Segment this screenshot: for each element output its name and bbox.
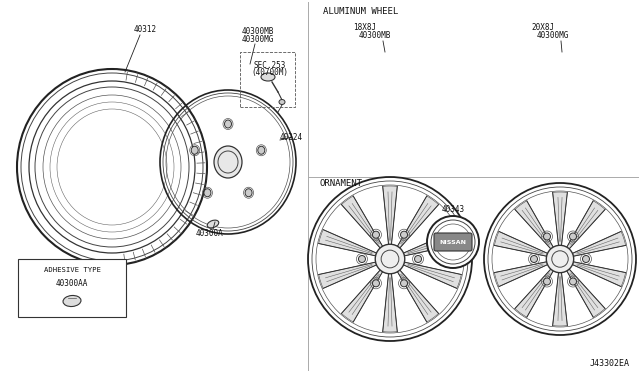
Text: ORNAMENT: ORNAMENT [320, 180, 363, 189]
FancyBboxPatch shape [18, 259, 126, 317]
Ellipse shape [191, 146, 198, 154]
Circle shape [358, 256, 365, 263]
FancyBboxPatch shape [434, 233, 472, 251]
Polygon shape [567, 269, 605, 317]
Circle shape [582, 256, 589, 263]
Text: 40300A: 40300A [196, 230, 224, 238]
Polygon shape [397, 196, 438, 248]
Circle shape [570, 278, 577, 285]
Polygon shape [553, 192, 567, 246]
Text: ADHESIVE TYPE: ADHESIVE TYPE [44, 267, 100, 273]
Text: 20X8J: 20X8J [531, 23, 555, 32]
Polygon shape [341, 196, 383, 248]
Polygon shape [572, 231, 626, 256]
Text: NISSAN: NISSAN [440, 240, 467, 244]
Polygon shape [383, 186, 397, 244]
Ellipse shape [204, 189, 211, 197]
Circle shape [570, 233, 577, 240]
Text: 40300MG: 40300MG [537, 32, 569, 41]
Polygon shape [341, 270, 383, 322]
Ellipse shape [261, 73, 275, 81]
Polygon shape [383, 274, 397, 332]
Polygon shape [515, 269, 553, 317]
Text: 18X8J: 18X8J [353, 23, 376, 32]
Text: 40300MB: 40300MB [242, 28, 274, 36]
Circle shape [372, 280, 380, 287]
Polygon shape [567, 201, 605, 249]
Ellipse shape [245, 189, 252, 197]
Circle shape [531, 256, 538, 263]
Text: J43302EA: J43302EA [590, 359, 630, 369]
Circle shape [427, 216, 479, 268]
Polygon shape [403, 262, 461, 288]
Circle shape [543, 278, 550, 285]
Polygon shape [494, 262, 548, 286]
Text: 40312: 40312 [133, 26, 157, 35]
Ellipse shape [225, 120, 232, 128]
Circle shape [415, 256, 422, 263]
Ellipse shape [258, 146, 265, 154]
Ellipse shape [214, 146, 242, 178]
Text: (40700M): (40700M) [252, 67, 289, 77]
Text: SEC.253: SEC.253 [254, 61, 286, 70]
Polygon shape [319, 230, 376, 256]
Circle shape [547, 245, 573, 273]
Circle shape [375, 244, 404, 274]
Polygon shape [572, 262, 626, 286]
Ellipse shape [207, 220, 219, 228]
Polygon shape [553, 273, 567, 326]
Ellipse shape [279, 99, 285, 105]
Ellipse shape [63, 295, 81, 307]
Polygon shape [403, 230, 461, 256]
Circle shape [401, 231, 408, 238]
Polygon shape [319, 262, 376, 288]
Circle shape [372, 231, 380, 238]
Text: 40224: 40224 [280, 132, 303, 141]
Circle shape [543, 233, 550, 240]
Polygon shape [515, 201, 553, 249]
Text: 40300MB: 40300MB [359, 32, 391, 41]
Polygon shape [494, 231, 548, 256]
Text: ALUMINUM WHEEL: ALUMINUM WHEEL [323, 6, 398, 16]
Circle shape [401, 280, 408, 287]
Polygon shape [397, 270, 438, 322]
Text: 40343: 40343 [442, 205, 465, 215]
Text: 40300MG: 40300MG [242, 35, 274, 44]
Text: 40300AA: 40300AA [56, 279, 88, 288]
